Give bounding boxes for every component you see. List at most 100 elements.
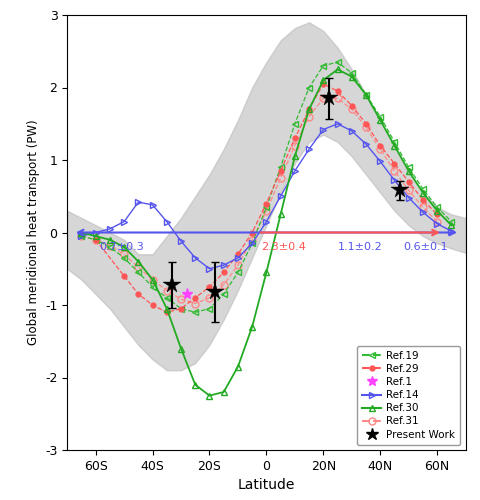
Ref.31 — [79, 233, 84, 239]
Ref.30 — [349, 74, 355, 80]
Ref.14 — [249, 240, 255, 246]
Ref.30 — [93, 233, 98, 239]
Ref.31 — [292, 142, 298, 148]
Ref.19 — [79, 233, 84, 239]
Ref.14 — [135, 199, 141, 205]
Ref.31 — [107, 242, 113, 248]
Ref.29 — [121, 273, 127, 279]
Ref.14 — [192, 255, 198, 261]
Ref.30 — [235, 364, 241, 370]
Ref.19 — [192, 309, 198, 316]
Ref.30 — [306, 106, 312, 112]
Ref.30 — [321, 77, 326, 83]
Ref.14 — [392, 178, 397, 184]
Ref.14 — [406, 194, 411, 200]
Ref.19 — [349, 70, 355, 76]
Ref.31 — [406, 188, 411, 194]
Ref.31 — [121, 251, 127, 257]
Line: Ref.31: Ref.31 — [78, 95, 441, 307]
Ref.31 — [93, 237, 98, 243]
Ref.30 — [206, 392, 212, 398]
Ref.29 — [135, 291, 141, 297]
Ref.31 — [150, 276, 156, 282]
Ref.29 — [321, 81, 326, 87]
Ref.19 — [335, 59, 340, 65]
Ref.31 — [178, 296, 184, 302]
Line: Ref.29: Ref.29 — [93, 82, 440, 314]
Ref.29 — [164, 309, 170, 316]
Ref.29 — [306, 106, 312, 112]
Ref.31 — [249, 237, 255, 243]
Line: Ref.30: Ref.30 — [78, 66, 455, 399]
Ref.14 — [377, 158, 383, 164]
Ref.19 — [235, 270, 241, 276]
Ref.19 — [278, 164, 284, 170]
Ref.31 — [392, 168, 397, 174]
Ref.14 — [206, 266, 212, 272]
Ref.30 — [406, 168, 411, 174]
Ref.14 — [278, 193, 284, 199]
Ref.31 — [420, 204, 426, 210]
Ref.29 — [235, 251, 241, 257]
Ref.31 — [264, 208, 269, 214]
Ref.14 — [448, 228, 454, 234]
Ref.19 — [164, 294, 170, 300]
Ref.14 — [150, 202, 156, 208]
Ref.19 — [178, 306, 184, 312]
Ref.14 — [121, 218, 127, 224]
Ref.19 — [434, 204, 440, 210]
Ref.19 — [448, 218, 454, 224]
Ref.31 — [192, 300, 198, 306]
Ref.29 — [335, 88, 340, 94]
Ref.29 — [434, 212, 440, 218]
Ref.19 — [121, 255, 127, 261]
Ref.31 — [349, 106, 355, 112]
Ref.14 — [235, 255, 241, 261]
Ref.31 — [321, 96, 326, 102]
Ref.29 — [249, 230, 255, 235]
Ref.31 — [206, 294, 212, 300]
Ref.29 — [292, 135, 298, 141]
Ref.29 — [150, 302, 156, 308]
Ref.19 — [363, 92, 369, 98]
Line: Ref.14: Ref.14 — [78, 120, 455, 272]
Ref.19 — [93, 237, 98, 243]
Ref.30 — [164, 306, 170, 312]
Ref.30 — [292, 154, 298, 160]
Ref.29 — [377, 142, 383, 148]
Ref.30 — [249, 324, 255, 330]
Ref.29 — [93, 237, 98, 243]
Ref.30 — [79, 230, 84, 235]
Ref.30 — [192, 382, 198, 388]
Ref.29 — [363, 120, 369, 126]
Ref.30 — [434, 208, 440, 214]
Ref.14 — [434, 221, 440, 227]
Ref.30 — [448, 222, 454, 228]
Ref.14 — [292, 168, 298, 174]
Ref.30 — [392, 142, 397, 148]
Text: 0.6±0.1: 0.6±0.1 — [404, 242, 448, 252]
Ref.14 — [264, 218, 269, 224]
Ref.30 — [278, 212, 284, 218]
Ref.29 — [278, 168, 284, 174]
Ref.14 — [349, 128, 355, 134]
Ref.19 — [406, 164, 411, 170]
Ref.19 — [292, 120, 298, 126]
Ref.30 — [377, 117, 383, 123]
Ref.14 — [93, 230, 98, 235]
Ref.30 — [178, 346, 184, 352]
Ref.19 — [321, 62, 326, 68]
X-axis label: Latitude: Latitude — [238, 478, 295, 492]
Ref.14 — [79, 233, 84, 239]
Y-axis label: Global meridional heat transport (PW): Global meridional heat transport (PW) — [26, 120, 39, 346]
Ref.29 — [392, 160, 397, 166]
Ref.31 — [363, 124, 369, 130]
Ref.19 — [377, 114, 383, 119]
Text: 2.3±0.4: 2.3±0.4 — [261, 242, 306, 252]
Ref.29 — [264, 200, 269, 206]
Legend: Ref.19, Ref.29, Ref.1, Ref.14, Ref.30, Ref.31, Present Work: Ref.19, Ref.29, Ref.1, Ref.14, Ref.30, R… — [357, 346, 460, 445]
Ref.14 — [420, 209, 426, 215]
Ref.31 — [221, 282, 227, 288]
Ref.14 — [107, 226, 113, 232]
Ref.19 — [221, 291, 227, 297]
